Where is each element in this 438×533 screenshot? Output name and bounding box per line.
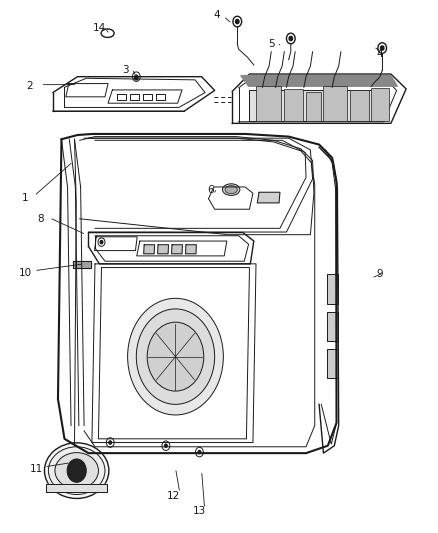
Text: 14: 14 [93,23,106,33]
Text: 3: 3 [122,66,129,75]
Ellipse shape [48,447,105,495]
Circle shape [289,36,293,41]
Text: 2: 2 [26,81,33,91]
Text: 1: 1 [22,192,28,203]
Circle shape [134,76,138,80]
Bar [250,90,385,120]
Bar [323,86,347,120]
Text: 8: 8 [37,214,44,224]
Text: 11: 11 [30,464,43,474]
Circle shape [100,240,103,244]
Polygon shape [73,261,91,268]
Circle shape [147,322,204,391]
Text: 4: 4 [377,50,383,59]
Text: 12: 12 [167,490,180,500]
Polygon shape [158,245,169,254]
Bar [327,312,338,341]
Circle shape [198,450,201,454]
Text: 5: 5 [268,39,275,49]
Circle shape [136,309,215,405]
Circle shape [165,444,167,447]
Ellipse shape [45,443,109,498]
Text: 13: 13 [193,506,206,516]
Circle shape [127,298,223,415]
Ellipse shape [55,453,99,489]
Circle shape [381,46,384,50]
Ellipse shape [225,185,237,193]
Text: 10: 10 [19,268,32,278]
Polygon shape [172,245,183,254]
Bar [256,86,281,120]
Polygon shape [257,192,280,203]
Polygon shape [144,245,155,254]
Polygon shape [46,484,107,492]
Text: 9: 9 [377,270,383,279]
Bar [327,349,338,378]
Text: 4: 4 [213,10,220,20]
Bar [284,89,303,120]
Circle shape [135,75,138,78]
Circle shape [236,19,239,23]
Circle shape [109,441,112,444]
Bar [350,90,369,120]
Polygon shape [241,76,397,86]
Ellipse shape [223,184,240,196]
Bar [306,92,321,120]
Bar [371,88,389,120]
Text: 6: 6 [207,184,214,195]
Bar [327,274,338,304]
Polygon shape [185,245,196,254]
Circle shape [67,459,86,482]
